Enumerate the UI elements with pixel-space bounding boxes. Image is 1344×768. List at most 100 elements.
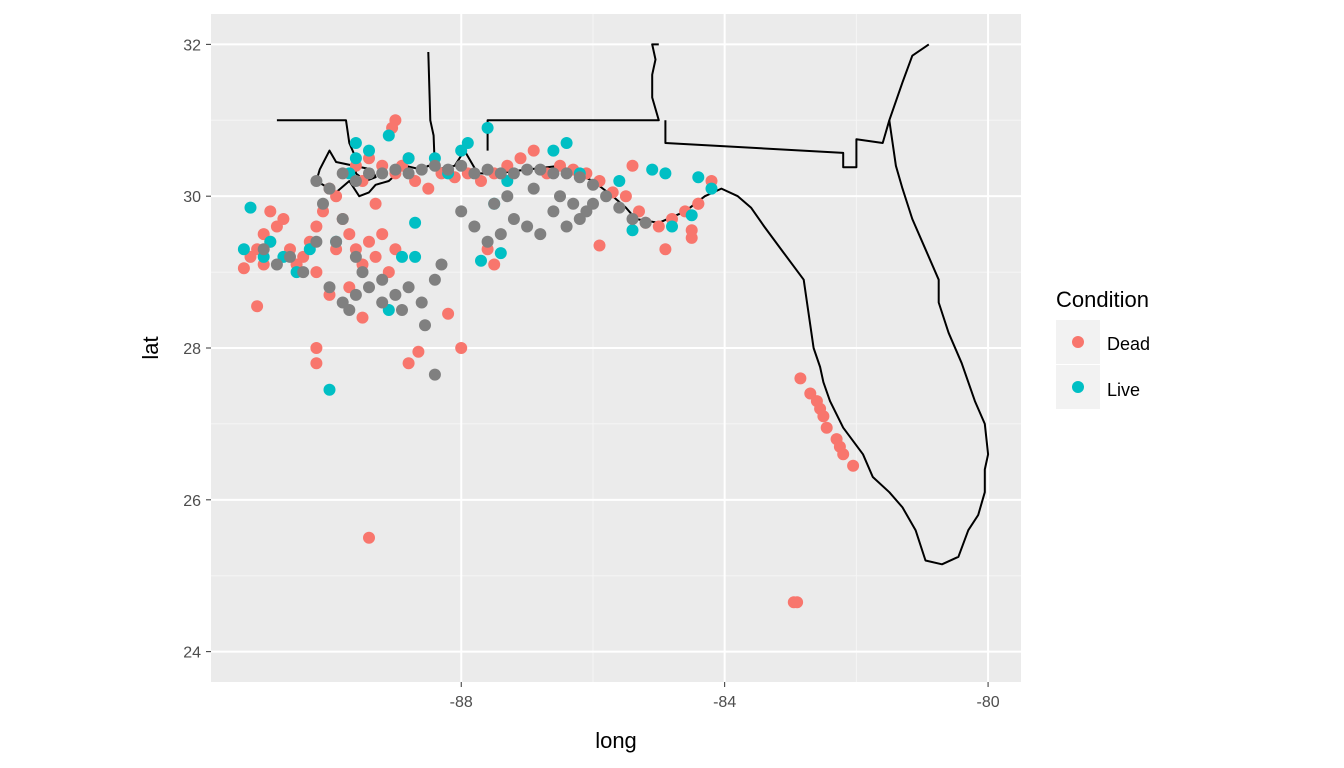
point-unknown xyxy=(468,220,481,233)
point-unknown xyxy=(317,197,329,210)
point-dead xyxy=(791,596,804,609)
point-dead xyxy=(369,197,382,210)
point-dead xyxy=(264,205,277,218)
point-unknown xyxy=(442,163,455,176)
point-unknown xyxy=(547,205,560,218)
y-tick-label: 30 xyxy=(183,189,201,206)
point-live xyxy=(685,209,698,222)
point-unknown xyxy=(534,163,547,176)
point-unknown xyxy=(396,304,408,316)
point-unknown xyxy=(494,228,507,241)
point-unknown xyxy=(494,167,507,180)
point-dead xyxy=(310,220,323,233)
point-unknown xyxy=(567,197,580,210)
outline-segment xyxy=(486,43,660,151)
x-axis-title: long xyxy=(595,728,637,753)
point-dead xyxy=(847,459,860,472)
point-dead xyxy=(237,262,250,275)
point-live xyxy=(461,137,474,149)
point-live xyxy=(692,171,705,184)
point-live xyxy=(560,137,573,149)
x-tick-label: -80 xyxy=(977,694,1000,711)
point-unknown xyxy=(330,235,343,248)
point-unknown xyxy=(284,250,296,263)
point-unknown xyxy=(356,266,369,279)
point-unknown xyxy=(349,175,362,187)
point-unknown xyxy=(402,167,415,180)
y-axis-title: lat xyxy=(138,336,163,359)
point-unknown xyxy=(323,281,336,294)
outline-segment xyxy=(664,43,930,169)
point-live xyxy=(659,167,672,180)
point-live xyxy=(613,175,626,187)
point-unknown xyxy=(613,201,626,214)
point-unknown xyxy=(343,304,356,316)
point-dead xyxy=(422,182,435,195)
point-dead xyxy=(363,235,375,248)
point-unknown xyxy=(336,213,349,225)
point-live xyxy=(323,383,336,396)
point-unknown xyxy=(521,163,534,176)
point-live xyxy=(237,243,250,256)
point-unknown xyxy=(587,178,599,191)
point-dead xyxy=(402,357,415,370)
point-unknown xyxy=(415,163,428,176)
point-dead xyxy=(442,307,455,320)
point-unknown xyxy=(626,213,639,225)
point-dead xyxy=(619,190,632,203)
point-unknown xyxy=(310,175,323,187)
point-unknown xyxy=(297,266,310,279)
point-dead xyxy=(820,421,833,434)
point-dead xyxy=(343,228,356,241)
point-dead xyxy=(412,345,425,358)
y-axis-ticks: 24 26 28 30 32 xyxy=(183,37,211,662)
point-unknown xyxy=(547,167,560,180)
point-dead xyxy=(652,220,665,233)
point-live xyxy=(402,152,415,165)
point-unknown xyxy=(376,273,389,286)
x-tick-label: -88 xyxy=(450,694,473,711)
point-unknown xyxy=(521,220,534,233)
point-dead xyxy=(310,357,323,370)
point-dead xyxy=(455,342,468,354)
point-live xyxy=(244,201,257,214)
y-tick-label: 24 xyxy=(183,645,201,662)
point-unknown xyxy=(376,296,389,309)
point-dead xyxy=(369,250,382,263)
point-live xyxy=(494,247,507,260)
point-dead xyxy=(514,152,527,165)
point-live xyxy=(409,216,422,229)
point-unknown xyxy=(257,243,270,256)
point-unknown xyxy=(428,368,441,381)
legend: Condition Dead Live xyxy=(1056,287,1150,409)
point-unknown xyxy=(363,167,375,180)
point-unknown xyxy=(534,228,547,241)
y-tick-label: 26 xyxy=(183,493,201,510)
point-unknown xyxy=(349,288,362,301)
point-unknown xyxy=(501,190,514,203)
legend-title: Condition xyxy=(1056,287,1149,312)
point-live xyxy=(705,182,718,195)
point-dead xyxy=(794,372,807,385)
point-unknown xyxy=(481,163,494,176)
y-tick-label: 32 xyxy=(183,37,201,54)
point-unknown xyxy=(507,167,520,180)
point-dead xyxy=(251,300,264,313)
point-unknown xyxy=(639,216,652,229)
point-dead xyxy=(659,243,672,256)
point-live xyxy=(396,250,408,263)
point-dead xyxy=(685,224,698,237)
point-unknown xyxy=(455,159,468,172)
point-unknown xyxy=(455,205,468,218)
point-live xyxy=(646,163,659,176)
point-live xyxy=(349,137,362,149)
point-live xyxy=(409,250,422,263)
data-points xyxy=(237,114,860,609)
point-unknown xyxy=(554,190,566,203)
point-unknown xyxy=(419,319,431,332)
point-live xyxy=(626,224,639,237)
point-live xyxy=(382,129,395,142)
point-unknown xyxy=(600,190,613,203)
point-unknown xyxy=(349,250,362,263)
